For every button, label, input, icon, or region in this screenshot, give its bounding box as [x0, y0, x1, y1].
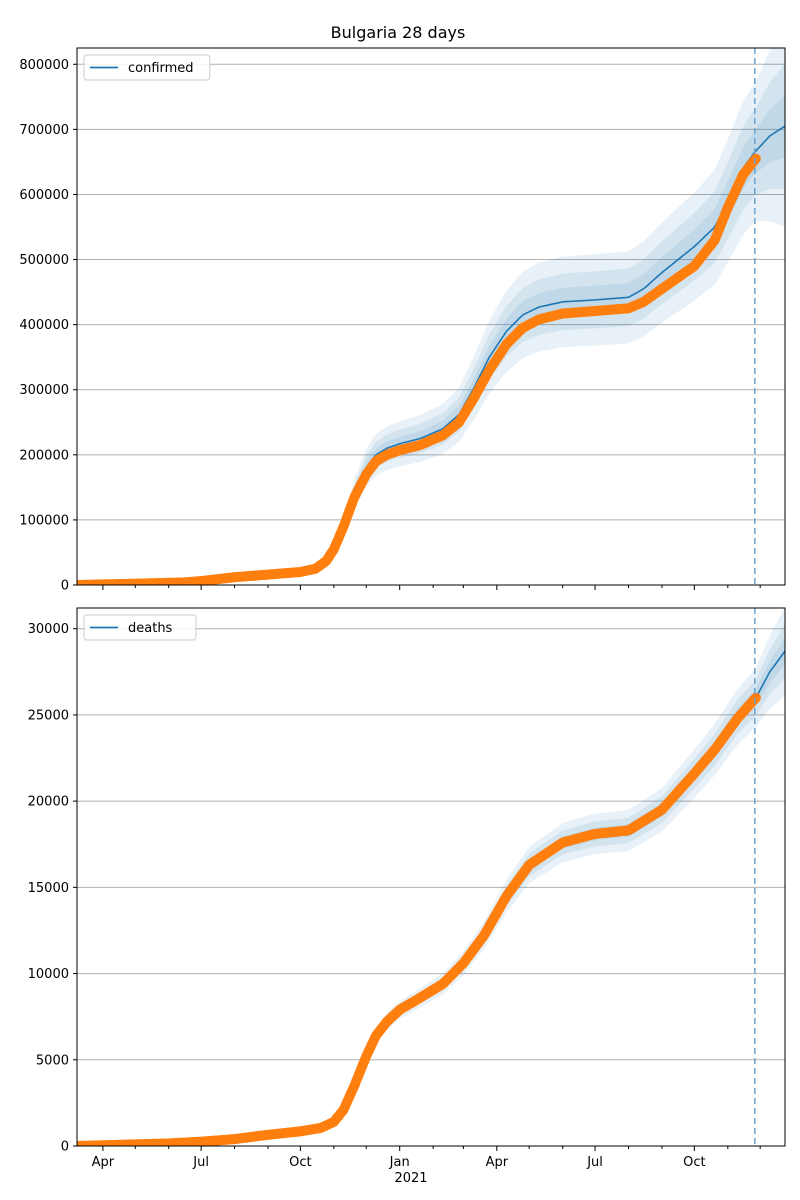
- observed-point: [750, 692, 761, 703]
- y-tick-label: 800000: [19, 58, 69, 73]
- x-tick-label: Jul: [192, 1155, 209, 1170]
- chart-title: Bulgaria 28 days: [331, 23, 466, 42]
- y-tick-label: 600000: [19, 188, 69, 203]
- uncertainty-band: [77, 48, 785, 585]
- x-tick-label: Jan: [389, 1155, 410, 1170]
- x-tick-label: Apr: [486, 1155, 509, 1170]
- axes-frame: [76, 607, 786, 1147]
- x-tick-label: Jul: [586, 1155, 603, 1170]
- y-tick-label: 100000: [19, 513, 69, 528]
- y-tick-label: 25000: [28, 708, 69, 723]
- legend-label: confirmed: [128, 61, 194, 76]
- deaths-panel: 0 5000 10000 15000 20000 25000 30000 Apr Jul Oct J…: [28, 607, 786, 1170]
- y-tick-label: 20000: [28, 795, 69, 810]
- y-tick-label: 700000: [19, 123, 69, 138]
- y-tick-label: 400000: [19, 318, 69, 333]
- x-tick-label: Oct: [683, 1155, 705, 1170]
- y-tick-label: 500000: [19, 253, 69, 268]
- uncertainty-band: [77, 608, 785, 1146]
- y-tick-label: 300000: [19, 383, 69, 398]
- axes-frame: [76, 47, 786, 586]
- uncertainty-band: [77, 637, 785, 1146]
- legend-box: [83, 54, 211, 81]
- y-tick-label: 0: [61, 1140, 69, 1155]
- confirmed-panel: 0 100000 200000 300000 400000 500000 600000 700…: [19, 47, 786, 594]
- uncertainty-band: [77, 94, 785, 585]
- x-year-label: 2021: [394, 1171, 427, 1186]
- model-line: [77, 650, 785, 1146]
- legend: deaths: [83, 614, 197, 641]
- x-tick-label: Oct: [289, 1155, 311, 1170]
- uncertainty-band: [77, 63, 785, 585]
- legend: confirmed: [83, 54, 211, 81]
- y-tick-label: 0: [61, 579, 69, 594]
- y-tick-label: 30000: [28, 622, 69, 637]
- y-tick-label: 5000: [36, 1053, 69, 1068]
- observed-point: [750, 153, 761, 164]
- uncertainty-band: [77, 623, 785, 1146]
- y-tick-label: 10000: [28, 967, 69, 982]
- legend-label: deaths: [128, 621, 173, 636]
- legend-box: [83, 614, 197, 641]
- y-tick-label: 15000: [28, 881, 69, 896]
- plot-area: [77, 608, 785, 1146]
- y-tick-label: 200000: [19, 448, 69, 463]
- plot-area: [77, 48, 785, 585]
- x-tick-label: Apr: [92, 1155, 115, 1170]
